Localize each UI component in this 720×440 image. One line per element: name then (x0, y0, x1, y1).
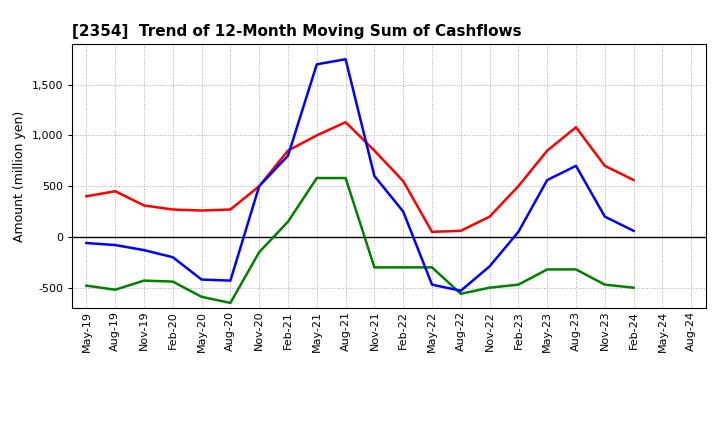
Operating Cashflow (168, 207, 177, 212)
Line: Free Cashflow: Free Cashflow (86, 59, 634, 291)
Free Cashflow (82, 240, 91, 246)
Operating Cashflow (600, 163, 609, 169)
Investing Cashflow (428, 265, 436, 270)
Free Cashflow (428, 282, 436, 287)
Operating Cashflow (629, 177, 638, 183)
Investing Cashflow (284, 219, 292, 224)
Investing Cashflow (543, 267, 552, 272)
Free Cashflow (341, 57, 350, 62)
Operating Cashflow (111, 189, 120, 194)
Free Cashflow (600, 214, 609, 219)
Free Cashflow (370, 173, 379, 179)
Operating Cashflow (543, 148, 552, 153)
Investing Cashflow (255, 249, 264, 255)
Free Cashflow (399, 209, 408, 214)
Operating Cashflow (255, 183, 264, 189)
Investing Cashflow (456, 291, 465, 297)
Free Cashflow (312, 62, 321, 67)
Operating Cashflow (399, 179, 408, 184)
Operating Cashflow (485, 214, 494, 219)
Free Cashflow (543, 177, 552, 183)
Free Cashflow (456, 288, 465, 293)
Investing Cashflow (226, 300, 235, 305)
Investing Cashflow (629, 285, 638, 290)
Investing Cashflow (485, 285, 494, 290)
Investing Cashflow (140, 278, 148, 283)
Free Cashflow (284, 153, 292, 158)
Free Cashflow (485, 264, 494, 269)
Operating Cashflow (456, 228, 465, 234)
Investing Cashflow (111, 287, 120, 292)
Investing Cashflow (341, 176, 350, 181)
Free Cashflow (629, 228, 638, 234)
Free Cashflow (197, 277, 206, 282)
Free Cashflow (514, 229, 523, 235)
Investing Cashflow (82, 283, 91, 288)
Operating Cashflow (226, 207, 235, 212)
Operating Cashflow (428, 229, 436, 235)
Text: [2354]  Trend of 12-Month Moving Sum of Cashflows: [2354] Trend of 12-Month Moving Sum of C… (72, 24, 521, 39)
Investing Cashflow (572, 267, 580, 272)
Investing Cashflow (399, 265, 408, 270)
Free Cashflow (140, 247, 148, 253)
Operating Cashflow (572, 125, 580, 130)
Free Cashflow (572, 163, 580, 169)
Free Cashflow (255, 183, 264, 189)
Operating Cashflow (341, 120, 350, 125)
Investing Cashflow (168, 279, 177, 284)
Operating Cashflow (82, 194, 91, 199)
Free Cashflow (226, 278, 235, 283)
Operating Cashflow (312, 133, 321, 138)
Y-axis label: Amount (million yen): Amount (million yen) (13, 110, 26, 242)
Free Cashflow (111, 242, 120, 248)
Operating Cashflow (197, 208, 206, 213)
Operating Cashflow (140, 203, 148, 208)
Operating Cashflow (514, 183, 523, 189)
Investing Cashflow (312, 176, 321, 181)
Line: Operating Cashflow: Operating Cashflow (86, 122, 634, 232)
Investing Cashflow (514, 282, 523, 287)
Free Cashflow (168, 255, 177, 260)
Investing Cashflow (370, 265, 379, 270)
Investing Cashflow (197, 294, 206, 300)
Operating Cashflow (284, 148, 292, 153)
Operating Cashflow (370, 148, 379, 153)
Line: Investing Cashflow: Investing Cashflow (86, 178, 634, 303)
Investing Cashflow (600, 282, 609, 287)
